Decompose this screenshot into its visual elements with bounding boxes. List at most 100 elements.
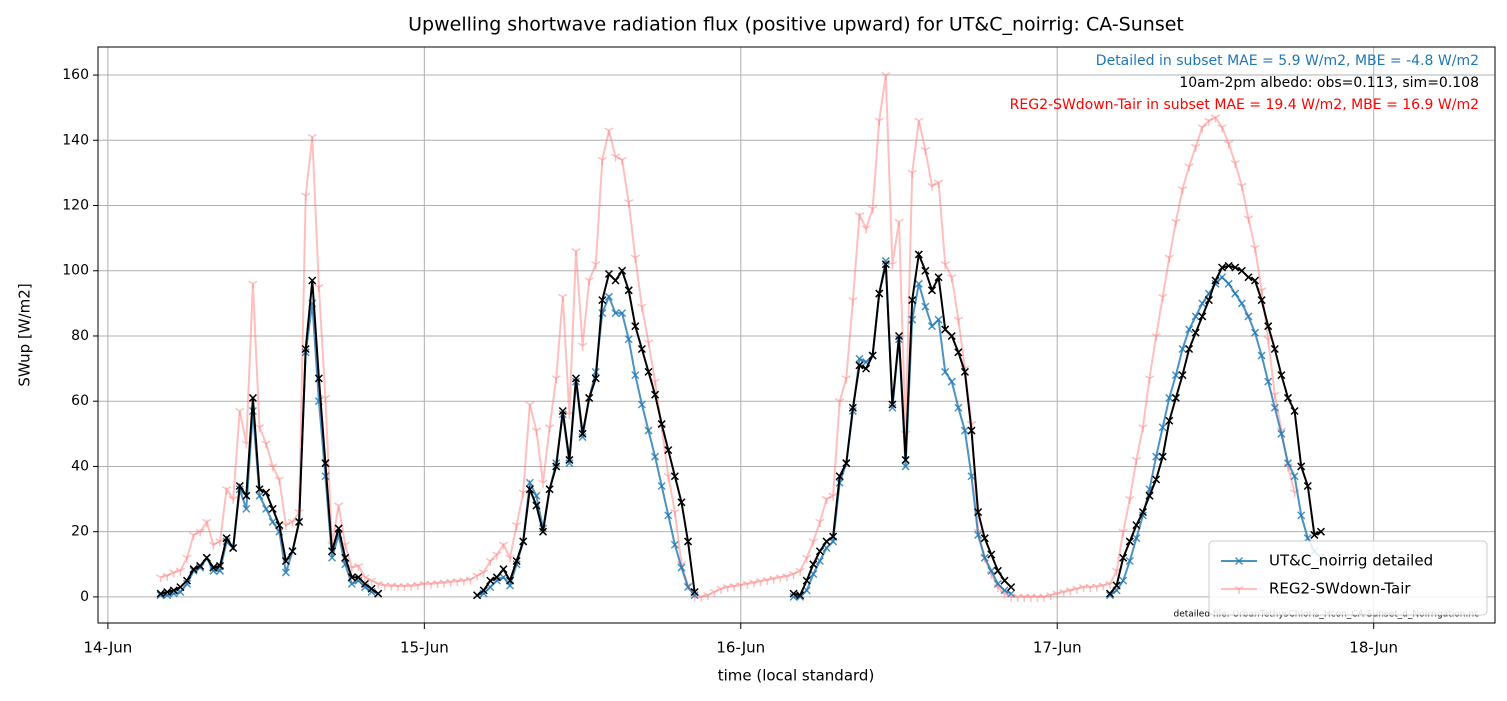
point-marker — [518, 489, 528, 498]
point-marker — [987, 550, 996, 559]
point-marker — [1119, 576, 1128, 585]
point-marker — [842, 459, 851, 468]
point-marker — [914, 117, 924, 126]
point-marker — [881, 256, 890, 265]
point-marker — [347, 579, 356, 588]
point-marker — [670, 472, 679, 481]
point-marker — [1257, 351, 1266, 360]
point-marker — [1152, 475, 1161, 484]
point-marker — [657, 481, 666, 491]
point-marker — [1231, 289, 1240, 298]
point-marker — [1007, 583, 1016, 592]
y-tick-label: 80 — [71, 328, 89, 344]
y-tick-label: 0 — [80, 589, 89, 605]
point-marker — [512, 556, 521, 566]
point-marker — [684, 583, 693, 592]
point-marker — [815, 518, 825, 527]
point-marker — [578, 433, 587, 442]
point-marker — [947, 274, 957, 283]
point-marker — [1171, 218, 1181, 227]
point-marker — [749, 579, 759, 588]
point-marker — [1210, 114, 1221, 123]
point-marker — [1138, 508, 1147, 517]
point-marker — [742, 580, 753, 589]
point-marker — [1105, 591, 1115, 600]
point-marker — [875, 289, 884, 298]
point-marker — [967, 426, 976, 435]
point-marker — [1158, 423, 1167, 432]
point-marker — [248, 393, 257, 402]
point-marker — [472, 572, 482, 581]
point-marker — [881, 260, 890, 269]
point-marker — [307, 133, 317, 143]
point-marker — [1217, 124, 1227, 133]
y-tick-label: 20 — [71, 524, 89, 540]
point-marker — [222, 534, 231, 543]
point-marker — [525, 478, 534, 487]
point-marker — [426, 580, 436, 589]
point-marker — [664, 446, 673, 455]
point-marker — [1224, 261, 1233, 270]
point-marker — [1297, 462, 1306, 471]
point-marker — [505, 554, 515, 563]
point-marker — [1178, 344, 1187, 354]
point-marker — [927, 322, 937, 331]
point-marker — [155, 574, 166, 583]
point-marker — [413, 582, 423, 591]
point-marker — [551, 375, 561, 384]
point-marker — [789, 589, 798, 598]
point-marker — [993, 566, 1002, 575]
point-marker — [630, 254, 640, 263]
point-marker — [552, 462, 561, 471]
point-marker — [229, 543, 238, 553]
point-marker — [762, 576, 772, 585]
point-marker — [1303, 481, 1312, 491]
point-marker — [558, 406, 567, 416]
annotation: 10am-2pm albedo: obs=0.113, sim=0.108 — [1179, 75, 1479, 91]
point-marker — [993, 579, 1002, 588]
point-marker — [855, 354, 864, 363]
legend-label: REG2-SWdown-Tair — [1269, 580, 1411, 598]
point-marker — [670, 540, 679, 549]
point-marker — [980, 534, 989, 543]
point-marker — [848, 403, 857, 412]
legend-label: UT&C_noirrig detailed — [1269, 552, 1433, 571]
point-marker — [888, 400, 897, 409]
point-marker — [374, 589, 383, 598]
point-marker — [254, 424, 265, 433]
point-marker — [914, 279, 923, 288]
point-marker — [1165, 416, 1174, 425]
point-marker — [1316, 527, 1325, 536]
point-marker — [1052, 590, 1062, 599]
point-marker — [221, 486, 232, 495]
point-marker — [492, 573, 501, 582]
point-marker — [1277, 429, 1286, 438]
point-marker — [1138, 424, 1148, 433]
point-marker — [848, 296, 858, 306]
legend-marker — [1234, 556, 1244, 566]
point-marker — [1237, 299, 1246, 308]
point-marker — [373, 580, 383, 589]
point-marker — [1171, 393, 1180, 402]
point-marker — [914, 250, 923, 259]
point-marker — [188, 531, 199, 540]
point-marker — [901, 462, 910, 471]
point-marker — [610, 153, 621, 162]
x-axis-label: time (local standard) — [718, 667, 875, 685]
point-marker — [815, 547, 824, 556]
point-marker — [631, 322, 640, 331]
point-marker — [301, 344, 310, 354]
point-marker — [162, 572, 172, 581]
point-marker — [921, 266, 930, 275]
point-marker — [1039, 593, 1049, 602]
point-marker — [684, 537, 693, 546]
point-marker — [1250, 244, 1260, 253]
point-marker — [1151, 332, 1161, 341]
point-marker — [261, 440, 271, 449]
point-marker — [182, 554, 192, 563]
point-marker — [532, 501, 541, 510]
x-tick-label: 17-Jun — [1033, 639, 1082, 657]
plot-frame — [97, 46, 1496, 624]
point-marker — [802, 576, 811, 585]
point-marker — [974, 508, 983, 517]
